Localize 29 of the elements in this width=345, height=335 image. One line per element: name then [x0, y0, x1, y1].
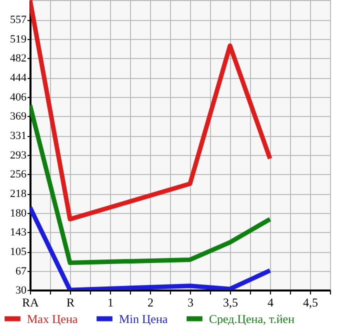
y-tick-label: 67	[16, 266, 27, 278]
y-tick-label: 331	[10, 130, 26, 142]
line-series	[30, 102, 272, 266]
y-tick-label: 256	[10, 168, 27, 180]
line-series	[30, 205, 272, 290]
y-tick-label: 30	[16, 284, 27, 296]
x-tick-label: RA	[22, 296, 40, 310]
x-tick-label: 3,5	[223, 296, 238, 310]
y-tick-label: 369	[10, 110, 27, 122]
y-tick-label: 557	[10, 14, 27, 26]
x-tick-label: 2	[148, 296, 154, 310]
y-tick-label: 218	[10, 188, 27, 200]
x-tick-label: 3	[188, 296, 194, 310]
legend-label: Max Цена	[27, 312, 78, 326]
y-tick-label: 482	[10, 52, 26, 64]
line-series	[30, 0, 272, 222]
legend-label: Сред.Цена, т.йен	[209, 312, 296, 326]
y-tick-label: 143	[10, 226, 27, 238]
x-tick-label: R	[66, 296, 75, 310]
x-tick-label: 4,5	[303, 296, 318, 310]
y-tick-label: 406	[10, 92, 27, 104]
y-tick-label: 519	[10, 34, 27, 46]
y-tick-label: 444	[10, 72, 27, 84]
y-tick-label: 180	[10, 208, 27, 220]
y-tick-label: 293	[10, 150, 27, 162]
y-tick-label: 105	[10, 246, 27, 258]
legend-label: Min Цена	[119, 312, 168, 326]
x-tick-label: 4	[268, 296, 274, 310]
x-tick-label: 1	[108, 296, 114, 310]
